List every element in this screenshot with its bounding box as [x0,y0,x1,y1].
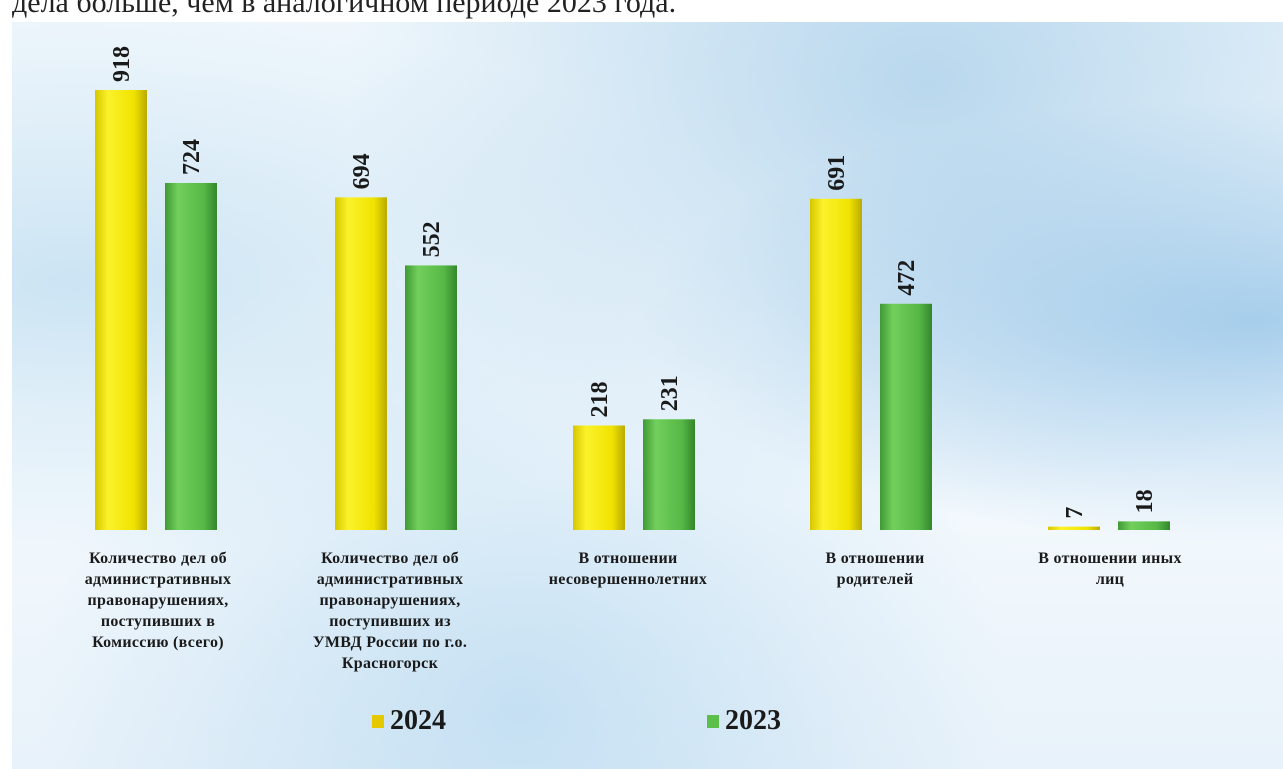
bar-2024-cat3 [573,425,625,530]
category-label-1: Количество дел об административных право… [84,550,232,651]
legend-swatch-2024 [372,714,384,728]
bar-2024-cat5 [1048,526,1100,530]
data-label-2023-cat2: 552 [419,221,445,257]
header-text: дела больше, чем в аналогичном периоде 2… [12,0,677,19]
bar-2023-cat3 [643,419,695,530]
bar-2023-cat1 [165,182,217,531]
legend-swatch-2023 [707,714,719,728]
legend-item-2023: 2023 [707,705,781,737]
legend-label-2023: 2023 [725,705,781,736]
data-label-2024-cat3: 218 [587,382,613,418]
data-label-2023-cat3: 231 [657,375,683,411]
legend-item-2024: 2024 [372,705,446,737]
data-label-2024-cat5: 7 [1062,507,1088,519]
bar-2023-cat5 [1118,521,1170,530]
data-label-2024-cat4: 691 [824,155,850,191]
bar-2024-cat4 [810,198,862,530]
data-label-2023-cat4: 472 [894,260,920,296]
category-label-5: В отношении иных лиц [1038,550,1182,588]
data-label-2023-cat5: 18 [1132,489,1158,513]
category-label-3: В отношении несовершеннолетних [548,550,708,588]
data-label-2024-cat1: 918 [109,46,135,82]
chart-panel [12,22,1283,769]
category-label-4: В отношении родителей [825,550,925,588]
category-label-2: Количество дел об административных право… [312,550,468,672]
bar-2024-cat1 [95,90,147,530]
bar-2023-cat2 [405,265,457,530]
data-label-2024-cat2: 694 [349,153,375,189]
data-label-2023-cat1: 724 [179,139,205,175]
bar-2023-cat4 [880,303,932,530]
bar-2024-cat2 [335,197,387,530]
legend-label-2024: 2024 [390,705,446,736]
